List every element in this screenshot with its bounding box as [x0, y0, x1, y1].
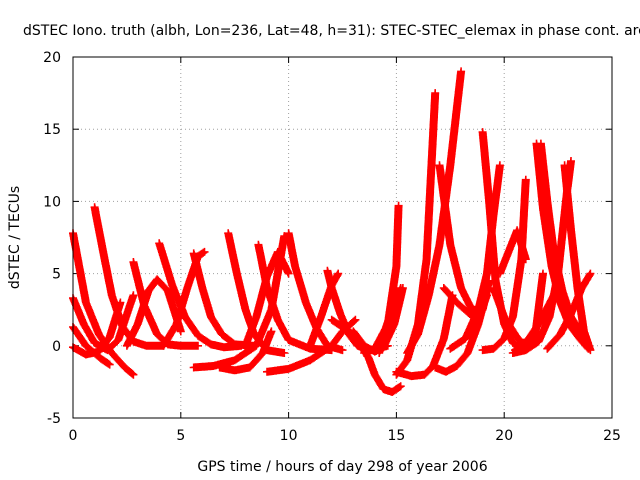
arc-series	[215, 327, 276, 375]
arc-markers	[511, 291, 558, 355]
y-tick-label: -5	[47, 411, 61, 427]
arc-markers	[532, 139, 593, 353]
arc-series	[306, 269, 343, 350]
data-points	[69, 67, 595, 396]
arc-series	[495, 226, 530, 278]
y-tick-label: 0	[52, 339, 61, 355]
chart-title: dSTEC Iono. truth (albh, Lon=236, Lat=48…	[23, 23, 640, 39]
y-tick-label: 10	[43, 194, 61, 210]
arc-markers	[360, 284, 405, 357]
arc-series	[360, 284, 405, 357]
arc-series	[511, 291, 558, 355]
arc-markers	[560, 161, 595, 355]
arc-series	[284, 229, 347, 355]
arc-markers	[439, 284, 491, 324]
x-tick-label: 15	[387, 428, 405, 444]
x-tick-label: 20	[495, 428, 513, 444]
x-tick-label: 10	[280, 428, 298, 444]
arc-markers	[495, 226, 530, 278]
axis-ticks: 0 5 10 15 20 25 -5 0 5 10 15 20	[43, 50, 621, 444]
arc-markers	[254, 240, 336, 355]
arc-series	[439, 284, 491, 324]
arc-markers	[306, 269, 343, 350]
arc-series	[560, 161, 595, 355]
plot-frame	[72, 56, 613, 419]
y-axis-label: dSTEC / TECUs	[7, 186, 23, 289]
y-tick-label: 5	[52, 267, 61, 283]
arc-series	[532, 139, 593, 353]
x-axis-label: GPS time / hours of day 298 of year 2006	[197, 459, 487, 475]
arc-markers	[215, 327, 276, 375]
y-tick-label: 15	[43, 122, 61, 138]
y-tick-label: 20	[43, 50, 61, 66]
x-tick-label: 5	[176, 428, 185, 444]
arc-series	[254, 240, 336, 355]
grid	[73, 57, 612, 418]
x-tick-label: 0	[69, 428, 78, 444]
x-tick-label: 25	[603, 428, 621, 444]
arc-markers	[284, 229, 347, 355]
